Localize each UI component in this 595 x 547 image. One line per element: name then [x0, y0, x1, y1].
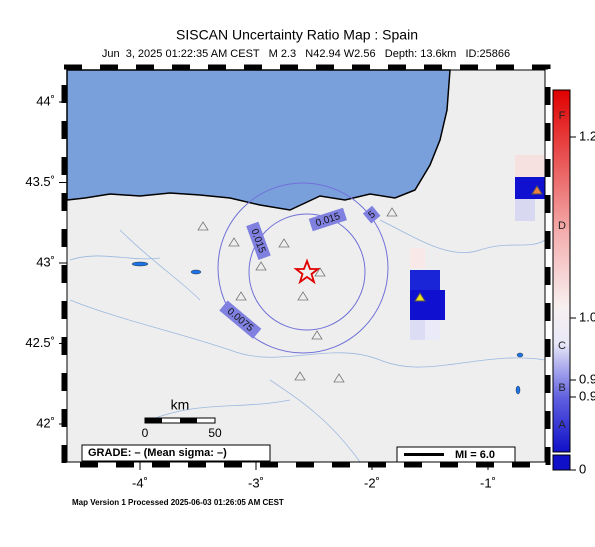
station [414, 292, 426, 302]
contour-label: 5 [366, 209, 378, 221]
x-tick-label: -1˚ [480, 475, 496, 490]
grade-letter: B [558, 382, 565, 394]
map-area: 0.015 0.015 0.0075 5 km 0 50 GRADE: – (M… [61, 64, 551, 468]
colorbar: F D C B A 1.2 1.0 0.9 0.9 0 [552, 89, 595, 476]
colorbar-scale [552, 89, 571, 453]
y-tick-label: 42˚ [36, 415, 55, 430]
grade: GRADE: – (Mean sigma: –) [88, 447, 227, 459]
scale-bar: km 0 50 [142, 397, 222, 440]
lakes [131, 261, 524, 395]
mi-line [404, 453, 444, 456]
mi-label: MI = 6.0 [455, 449, 495, 461]
colorbar-zero [552, 454, 571, 471]
y-tick-label: 42.5˚ [25, 335, 55, 350]
stations [197, 207, 398, 383]
colorbar-label: 0 [579, 461, 586, 476]
grade-letter: F [559, 110, 566, 122]
contours [217, 182, 389, 354]
scale-unit: km [171, 397, 190, 413]
grade-letter: D [558, 220, 566, 232]
y-tick-label: 44˚ [36, 93, 55, 108]
x-tick-label: -3˚ [248, 475, 264, 490]
colorbar-label: 0.9 [579, 371, 595, 386]
sea [66, 69, 451, 211]
scale-label: 0 [142, 426, 149, 440]
x-tick-label: -4˚ [132, 475, 148, 490]
scale-label: 50 [208, 426, 222, 440]
epicenter [293, 258, 321, 285]
grade-letter: C [558, 340, 566, 352]
ratio-cells [410, 155, 545, 340]
subtitle: Jun 3, 2025 01:22:35 AM CEST M 2.3 N42.9… [102, 48, 510, 60]
axes: -4˚ -3˚ -2˚ -1˚ 44˚ 43.5˚ 43˚ 42.5˚ 42˚ [25, 93, 496, 490]
colorbar-label: 1.0 [579, 309, 595, 324]
y-tick-label: 43˚ [36, 254, 55, 269]
colorbar-label: 1.2 [579, 128, 595, 143]
y-tick-label: 43.5˚ [25, 174, 55, 189]
x-tick-label: -2˚ [364, 475, 380, 490]
map-border [61, 64, 551, 468]
colorbar-label: 0.9 [579, 388, 595, 403]
title: SISCAN Uncertainty Ratio Map : Spain [176, 27, 418, 43]
station [531, 185, 543, 195]
map-frame [66, 69, 546, 463]
grade-letter: A [558, 419, 566, 431]
grade-box [81, 444, 271, 462]
footer: Map Version 1 Processed 2025-06-03 01:26… [72, 498, 284, 507]
rivers [69, 219, 546, 463]
